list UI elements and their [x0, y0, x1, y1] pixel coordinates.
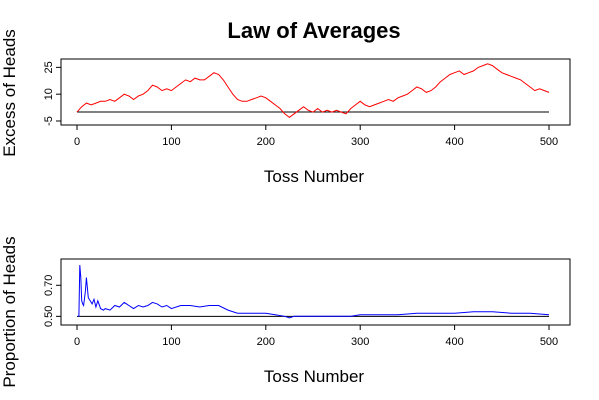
excess-heads-panel: 0 100 200 300 400 500 -5 10 25 Toss Number Exce…	[0, 29, 571, 186]
excess-heads-x-tick-label: 100	[162, 136, 180, 148]
proportion-heads-x-axis: 0 100 200 300 400 500	[74, 325, 558, 348]
proportion-heads-panel: 0 100 200 300 400 500 0.50 0.70 Toss Number Pr…	[0, 236, 571, 388]
proportion-heads-x-axis-label: Toss Number	[264, 367, 364, 386]
excess-heads-y-tick-label: 25	[43, 61, 55, 73]
proportion-heads-x-tick-label: 400	[445, 336, 463, 348]
excess-heads-x-tick-label: 200	[257, 136, 275, 148]
proportion-heads-x-tick-label: 500	[540, 336, 558, 348]
proportion-heads-series-line-0	[77, 265, 550, 319]
proportion-heads-x-tick-label: 0	[74, 336, 80, 348]
excess-heads-y-tick-label: -5	[43, 116, 55, 126]
excess-heads-series-line-0	[76, 63, 550, 119]
excess-heads-x-tick-label: 500	[540, 136, 558, 148]
proportion-heads-x-tick-label: 200	[257, 336, 275, 348]
proportion-heads-x-tick-label: 100	[162, 336, 180, 348]
excess-heads-x-tick-label: 300	[351, 136, 369, 148]
proportion-heads-x-tick-label: 300	[351, 336, 369, 348]
excess-heads-y-axis-label: Excess of Heads	[0, 29, 19, 157]
excess-heads-plot-frame	[60, 58, 571, 126]
proportion-heads-y-tick-label: 0.50	[43, 306, 55, 327]
chart-title: Law of Averages	[227, 18, 400, 43]
proportion-heads-y-axis: 0.50 0.70	[43, 275, 61, 327]
proportion-heads-y-tick-label: 0.70	[43, 275, 55, 296]
excess-heads-series	[76, 63, 550, 119]
proportion-heads-y-axis-label: Proportion of Heads	[0, 236, 19, 387]
proportion-heads-series	[77, 265, 550, 319]
excess-heads-x-tick-label: 400	[445, 136, 463, 148]
excess-heads-y-tick-label: 10	[43, 88, 55, 100]
excess-heads-x-axis: 0 100 200 300 400 500	[74, 125, 558, 148]
excess-heads-x-axis-label: Toss Number	[264, 167, 364, 186]
excess-heads-y-axis: -5 10 25	[43, 61, 61, 126]
proportion-heads-plot-frame	[60, 258, 571, 326]
excess-heads-x-tick-label: 0	[74, 136, 80, 148]
